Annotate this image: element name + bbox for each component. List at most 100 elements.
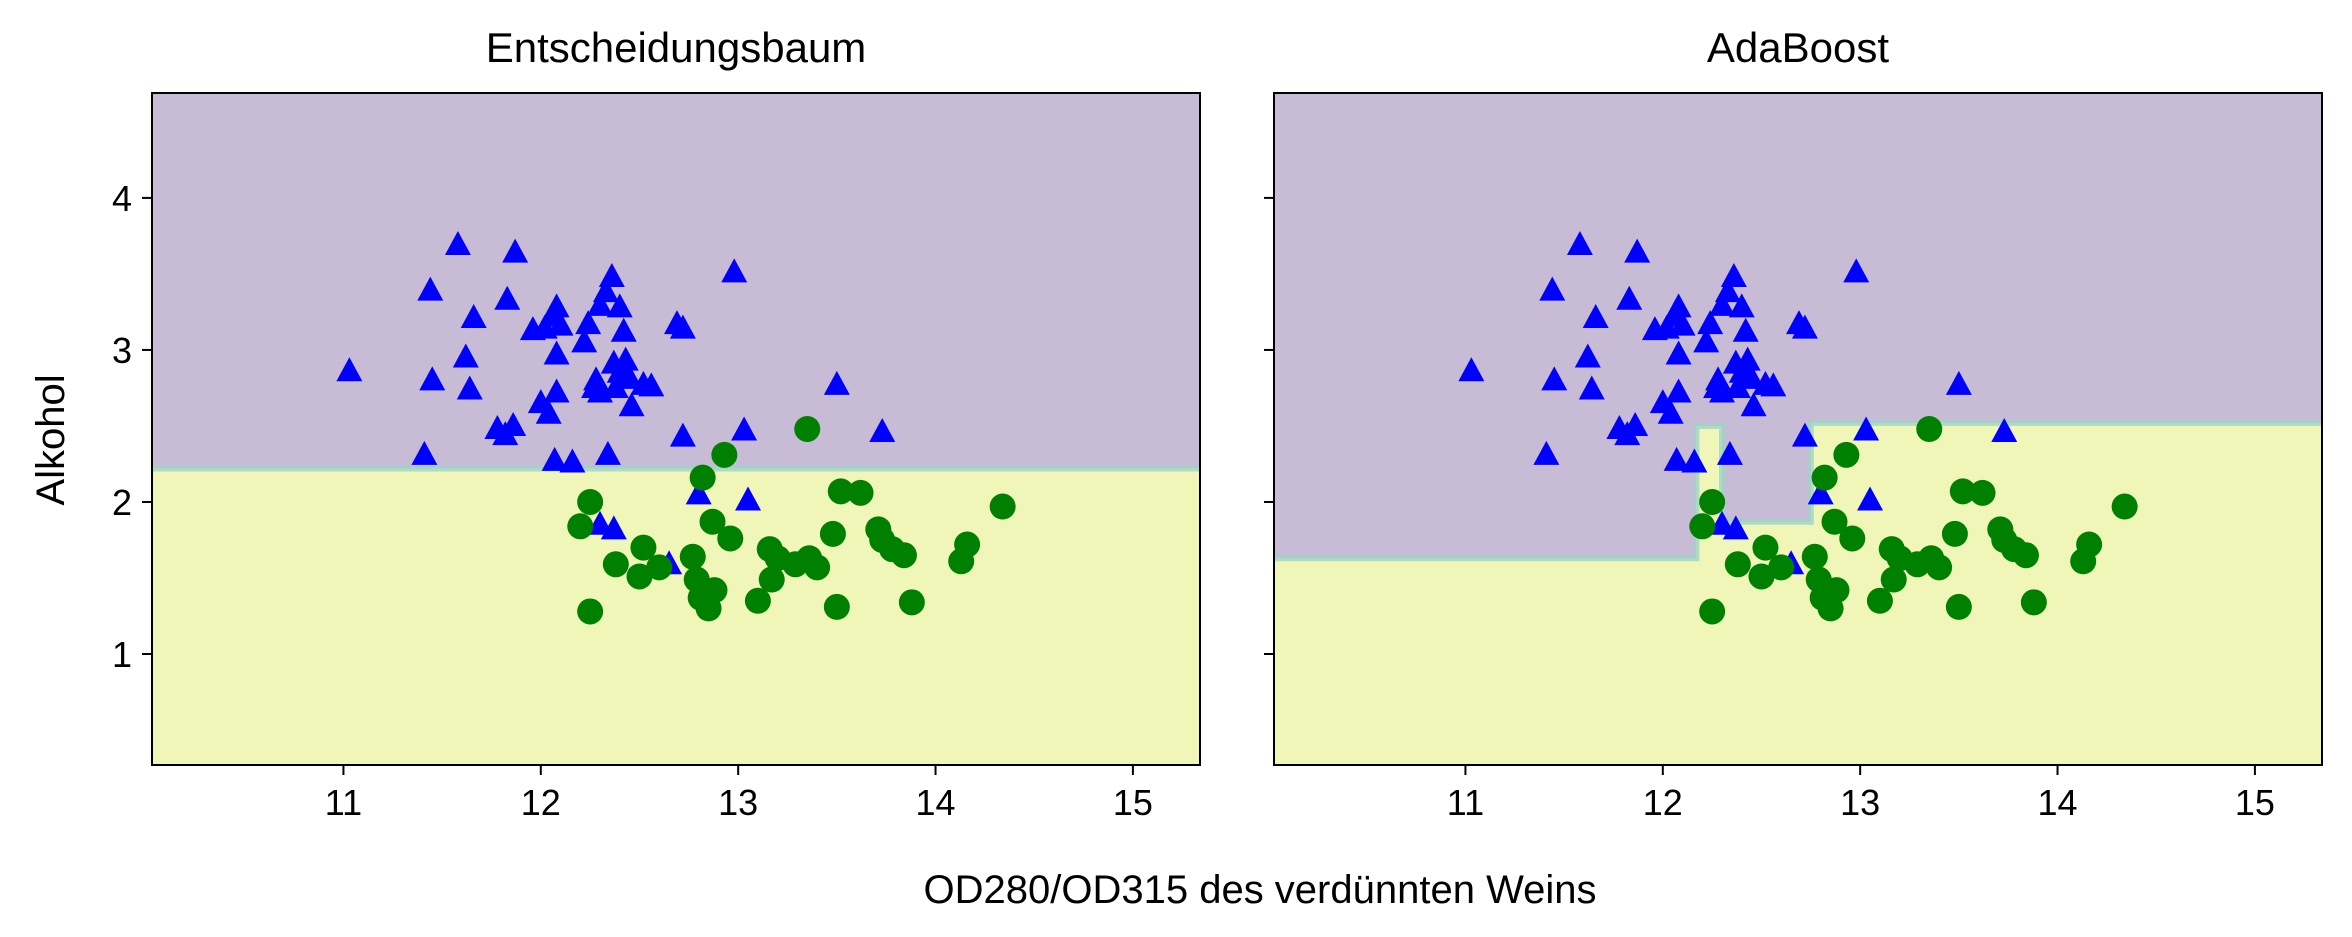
point-class0-triangle bbox=[592, 278, 619, 303]
plot-frame bbox=[151, 92, 1201, 766]
x-ticks: 11 12 13 14 15 bbox=[1447, 765, 2275, 823]
point-class0-triangle bbox=[1669, 311, 1696, 336]
point-class0-triangle bbox=[1458, 357, 1485, 382]
point-class0-triangle bbox=[602, 373, 629, 398]
point-class1-circle bbox=[1689, 513, 1716, 540]
x-tick-label: 14 bbox=[916, 782, 956, 823]
point-class0-triangle bbox=[1991, 418, 2018, 443]
point-class1-circle bbox=[2020, 589, 2047, 616]
point-class1-circle bbox=[1916, 416, 1943, 442]
point-class0-triangle bbox=[1663, 446, 1690, 471]
point-class0-triangle bbox=[735, 486, 762, 511]
point-class0-triangle bbox=[612, 346, 639, 371]
point-class0-triangle bbox=[1693, 328, 1720, 353]
point-class1-circle bbox=[744, 587, 771, 614]
point-class0-triangle bbox=[600, 515, 627, 540]
point-class0-triangle bbox=[1732, 317, 1759, 342]
point-class0-triangle bbox=[1566, 231, 1593, 256]
point-class0-triangle bbox=[336, 357, 363, 382]
point-class1-circle bbox=[1752, 534, 1779, 561]
point-class1-circle bbox=[1823, 577, 1850, 604]
point-class1-circle bbox=[804, 554, 831, 581]
point-class0-triangle bbox=[1740, 392, 1767, 417]
point-class0-triangle bbox=[869, 418, 896, 443]
point-class0-triangle bbox=[610, 317, 637, 342]
point-class0-triangle bbox=[1945, 370, 1972, 395]
point-class1-circle bbox=[954, 531, 981, 558]
point-class0-triangle bbox=[1791, 314, 1818, 339]
x-tick-label: 12 bbox=[1643, 782, 1683, 823]
point-class0-triangle bbox=[1853, 416, 1880, 441]
point-class1-circle bbox=[567, 513, 594, 540]
point-class1-circle bbox=[2076, 531, 2103, 558]
point-class0-triangle bbox=[685, 480, 712, 505]
point-class0-triangle bbox=[575, 310, 602, 335]
point-class0-triangle bbox=[1533, 440, 1560, 465]
point-class0-triangle bbox=[1716, 440, 1743, 465]
point-class0-triangle bbox=[1622, 411, 1649, 436]
point-class0-triangle bbox=[571, 328, 598, 353]
point-class0-triangle bbox=[598, 262, 625, 287]
point-class0-triangle bbox=[1697, 310, 1724, 335]
x-tick-label: 15 bbox=[2235, 782, 2275, 823]
point-class1-circle bbox=[577, 598, 604, 625]
point-class1-circle bbox=[890, 542, 917, 569]
point-class0-triangle bbox=[559, 448, 586, 473]
point-class0-triangle bbox=[543, 340, 570, 365]
point-class1-circle bbox=[1945, 593, 1972, 620]
point-class1-circle bbox=[1866, 587, 1893, 614]
point-class0-triangle bbox=[1709, 510, 1736, 535]
point-class1-circle bbox=[602, 551, 629, 578]
point-class0-triangle bbox=[411, 440, 438, 465]
point-class0-triangle bbox=[460, 304, 487, 329]
point-class0-triangle bbox=[417, 276, 444, 301]
point-class1-circle bbox=[679, 543, 706, 570]
point-class1-circle bbox=[1833, 441, 1860, 468]
point-class0-triangle bbox=[1857, 486, 1884, 511]
point-class0-triangle bbox=[452, 343, 479, 368]
point-class1-circle bbox=[1839, 525, 1866, 552]
point-class0-triangle bbox=[669, 422, 696, 447]
point-class0-triangle bbox=[1582, 304, 1609, 329]
point-class1-circle bbox=[1880, 566, 1907, 593]
point-class1-circle bbox=[1969, 479, 1996, 506]
point-class0-triangle bbox=[535, 399, 562, 424]
point-class1-circle bbox=[1811, 464, 1838, 491]
point-class1-circle bbox=[1699, 488, 1726, 515]
point-class0-triangle bbox=[1665, 378, 1692, 403]
point-class0-triangle bbox=[587, 510, 614, 535]
point-class0-triangle bbox=[1720, 262, 1747, 287]
x-tick-label: 11 bbox=[325, 782, 362, 823]
point-class1-circle bbox=[2111, 493, 2138, 520]
panel-title: Entscheidungsbaum bbox=[486, 24, 867, 71]
y-tick-label: 2 bbox=[112, 482, 132, 523]
point-class0-triangle bbox=[1616, 285, 1643, 310]
point-class0-triangle bbox=[547, 311, 574, 336]
point-class0-triangle bbox=[444, 231, 471, 256]
point-class1-circle bbox=[847, 479, 874, 506]
point-class0-triangle bbox=[721, 258, 748, 283]
point-class0-triangle bbox=[1722, 515, 1749, 540]
point-class0-triangle bbox=[541, 446, 568, 471]
point-class1-circle bbox=[758, 566, 785, 593]
point-class0-triangle bbox=[1578, 375, 1605, 400]
point-class0-triangle bbox=[1728, 293, 1755, 318]
point-class0-triangle bbox=[618, 392, 645, 417]
point-class0-triangle bbox=[1681, 448, 1708, 473]
point-class1-circle bbox=[1926, 554, 1953, 581]
point-class1-circle bbox=[626, 563, 653, 590]
point-class1-circle bbox=[819, 520, 846, 547]
x-tick-label: 14 bbox=[2038, 782, 2078, 823]
panel-adaboost: 11 12 13 14 15 AdaBoost bbox=[1264, 24, 2323, 823]
y-tick-label: 1 bbox=[112, 634, 132, 675]
point-class0-triangle bbox=[1665, 340, 1692, 365]
x-ticks: 11 12 13 14 15 bbox=[325, 765, 1153, 823]
point-class0-triangle bbox=[1724, 373, 1751, 398]
point-class0-triangle bbox=[594, 440, 621, 465]
x-tick-label: 13 bbox=[1840, 782, 1880, 823]
x-axis-label: OD280/OD315 des verdünnten Weins bbox=[924, 868, 1597, 912]
point-class0-triangle bbox=[1624, 238, 1651, 263]
point-class0-triangle bbox=[543, 293, 570, 318]
